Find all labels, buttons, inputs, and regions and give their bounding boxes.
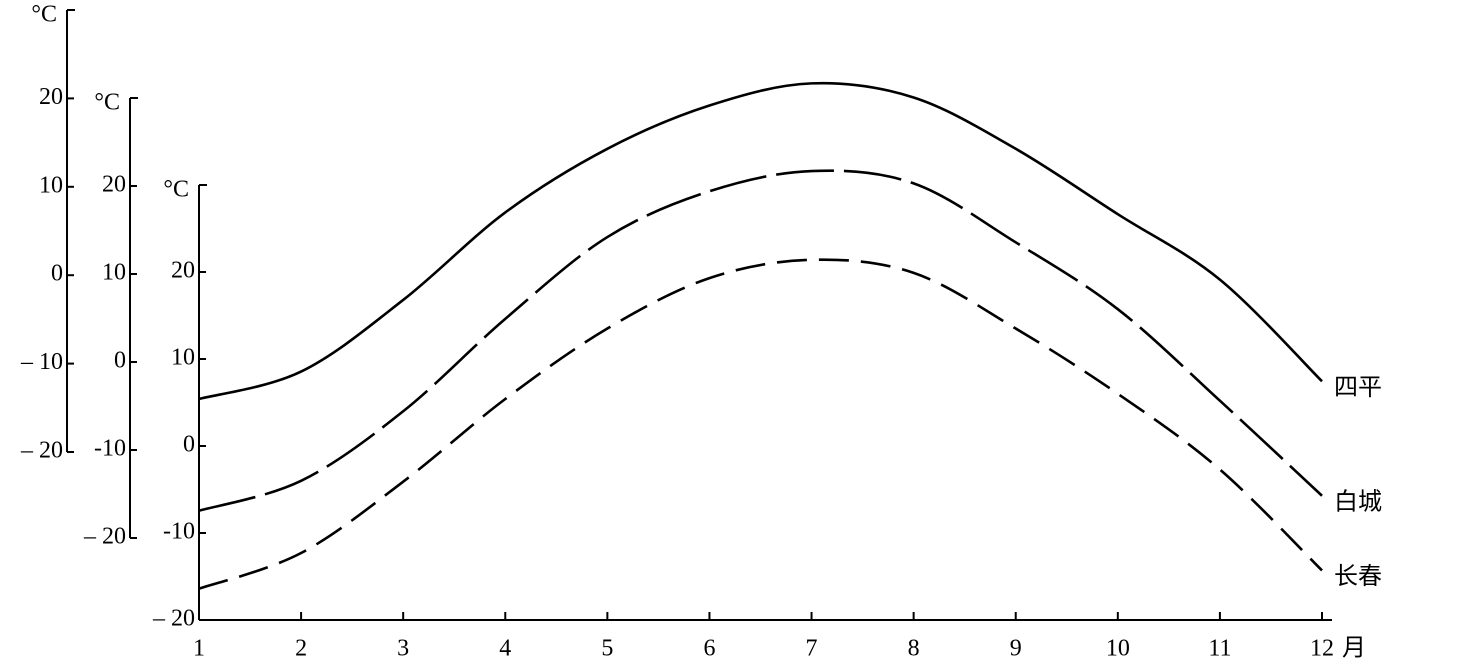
x-tick-label: 3	[397, 636, 409, 662]
y-tick-label: 0	[183, 432, 195, 458]
y-tick-label: – 20	[20, 438, 63, 464]
series-line	[198, 258, 1323, 590]
series-line	[198, 169, 1323, 512]
x-tick-label: 8	[908, 636, 920, 662]
x-tick-label: 10	[1106, 636, 1130, 662]
series-line	[198, 81, 1323, 401]
x-tick-label: 9	[1010, 636, 1022, 662]
y-tick-label: 20	[171, 258, 195, 284]
x-tick-label: 7	[806, 636, 818, 662]
y-tick-label: – 10	[20, 349, 63, 375]
y-tick-label: 20	[102, 172, 126, 198]
y-tick-label: -10	[163, 519, 195, 545]
y-tick-label: 20	[39, 84, 63, 110]
x-tick-label: 5	[601, 636, 613, 662]
series-label: 白城	[1334, 488, 1382, 515]
y-axis-unit: °C	[94, 90, 120, 116]
x-tick-label: 12	[1310, 636, 1334, 662]
y-tick-label: -10	[94, 436, 126, 462]
x-tick-label: 2	[295, 636, 307, 662]
x-tick-label: 1	[193, 636, 205, 662]
y-axis-unit: °C	[31, 2, 57, 28]
series-label: 四平	[1334, 375, 1382, 401]
x-tick-label: 6	[703, 636, 715, 662]
y-tick-label: 10	[39, 172, 63, 198]
x-tick-label: 11	[1208, 636, 1231, 662]
y-tick-label: 0	[114, 348, 126, 374]
x-axis-label: 月	[1342, 636, 1366, 662]
y-tick-label: 0	[51, 261, 63, 287]
y-tick-label: 10	[102, 260, 126, 286]
series-label: 长春	[1334, 563, 1382, 590]
y-tick-label: – 20	[83, 524, 126, 550]
y-axis-unit: °C	[163, 177, 189, 203]
y-tick-label: – 20	[152, 606, 195, 632]
x-tick-label: 4	[499, 636, 511, 662]
y-tick-label: 10	[171, 345, 195, 371]
